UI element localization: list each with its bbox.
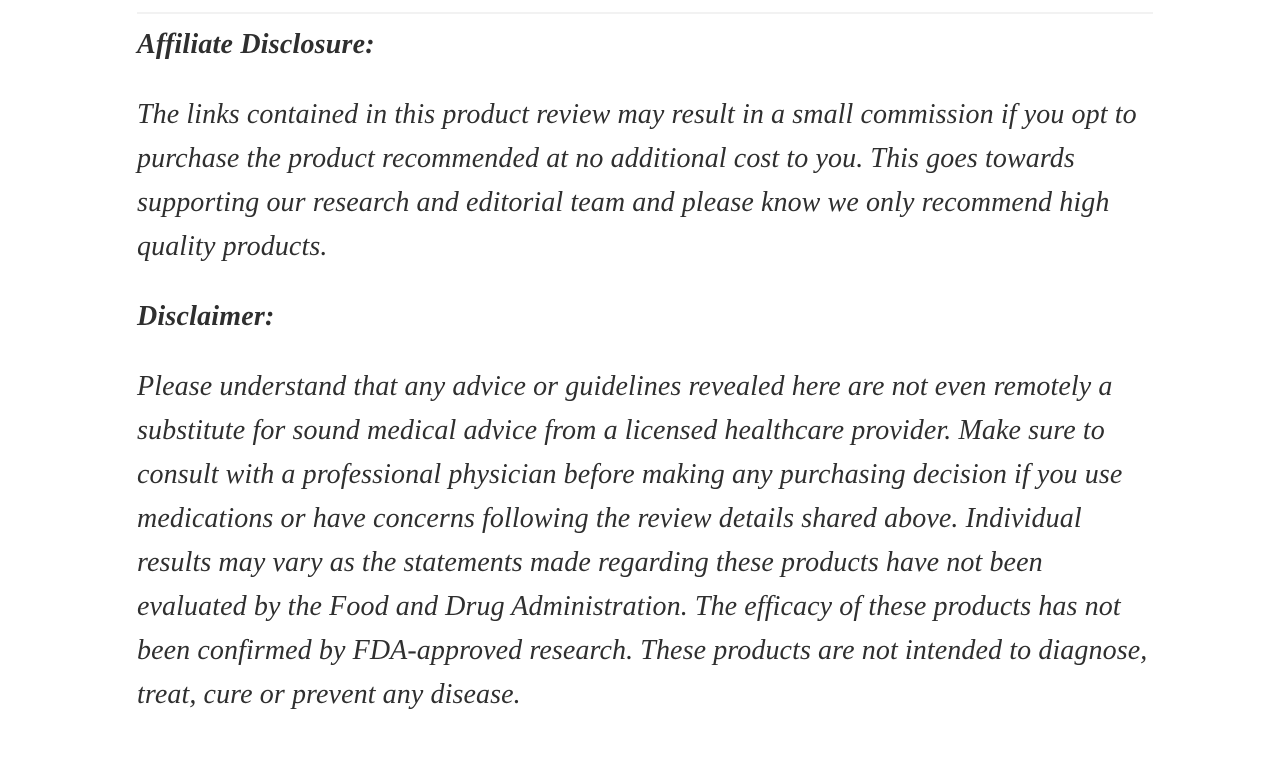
affiliate-disclosure-paragraph: The links contained in this product revi… <box>137 99 1137 262</box>
disclaimer-heading: Disclaimer: <box>137 301 275 332</box>
disclosure-content-column: Affiliate Disclosure: The links containe… <box>137 0 1153 743</box>
disclaimer-paragraph: Please understand that any advice or gui… <box>137 371 1148 710</box>
affiliate-disclosure-heading: Affiliate Disclosure: <box>137 29 375 60</box>
section-top-divider <box>137 12 1153 14</box>
